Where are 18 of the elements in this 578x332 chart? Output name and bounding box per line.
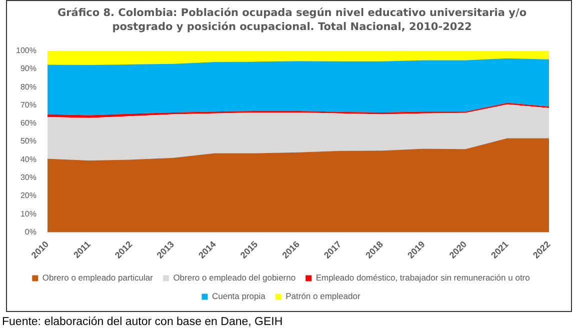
y-tick-label: 80% xyxy=(20,82,36,92)
legend-label: Cuenta propia xyxy=(212,291,266,302)
legend-label: Obrero o empleado particular xyxy=(42,272,154,283)
y-tick-label: 0% xyxy=(24,227,36,236)
y-tick-label: 70% xyxy=(20,100,36,110)
y-tick-label: 50% xyxy=(20,136,36,146)
y-tick-label: 90% xyxy=(20,64,36,74)
y-tick-label: 30% xyxy=(20,172,36,182)
chart-title: Gráfico 8. Colombia: Población ocupada según nivel educativo universitaria y/o postgrado y posición ocupacional. Total Nacional, 2010-2022 xyxy=(56,6,528,34)
legend-label: Patrón o empleador xyxy=(286,291,360,302)
y-tick-label: 10% xyxy=(20,209,36,218)
y-tick-label: 20% xyxy=(20,191,36,200)
source-note: Fuente: elaboración del autor con base en Dane, GEIH xyxy=(2,316,283,328)
y-tick-label: 40% xyxy=(20,154,36,164)
legend-label: Empleado doméstico, trabajador sin remuneración u otro xyxy=(316,272,530,283)
y-tick-label: 60% xyxy=(20,118,36,128)
legend-label: Obrero o empleado del gobierno xyxy=(173,272,296,283)
y-tick-label: 100% xyxy=(16,46,36,56)
